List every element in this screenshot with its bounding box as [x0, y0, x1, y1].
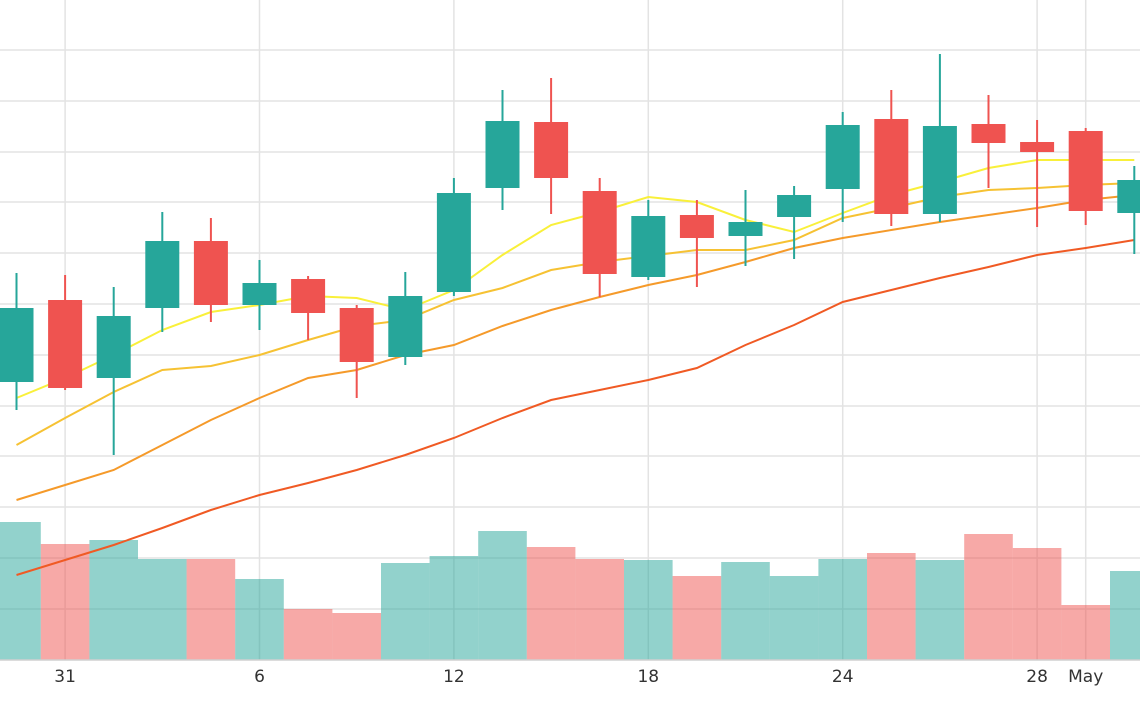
candle-body [631, 216, 666, 277]
candle-body [0, 308, 34, 382]
candle-body [777, 195, 812, 217]
x-tick-label: 12 [443, 667, 465, 687]
volume-bar [283, 609, 333, 660]
candle-body [922, 126, 957, 214]
candle-body [436, 193, 471, 292]
candle-body [1020, 142, 1055, 152]
volume-bar [575, 559, 624, 660]
volume-bar [964, 534, 1013, 660]
candle-body [582, 191, 617, 274]
volume-bar [478, 531, 527, 660]
volume-bar [624, 560, 673, 660]
candle-body [339, 308, 374, 362]
volume-bar [381, 563, 430, 660]
volume-bar [138, 559, 187, 660]
candle-body [679, 215, 714, 238]
candle-body [145, 241, 180, 308]
candle-body [193, 241, 228, 305]
ma-line [16, 159, 1135, 399]
volume-bar [769, 576, 819, 660]
volume-bar [429, 556, 479, 660]
x-tick-label: 31 [54, 667, 76, 687]
candle-body [1117, 180, 1140, 213]
candle-body [728, 222, 763, 236]
candle-body [485, 121, 520, 188]
x-tick-label: 28 [1026, 667, 1048, 687]
candle-body [388, 296, 423, 357]
volume-bar [867, 553, 916, 660]
ma-line [16, 239, 1135, 576]
volume-bar [1061, 605, 1110, 660]
x-tick-label: 18 [637, 667, 659, 687]
candle-body [534, 122, 569, 178]
candle-body [874, 119, 909, 214]
candle-body [291, 279, 326, 313]
volume-bar [1110, 571, 1140, 660]
candle-body [96, 316, 131, 378]
volume-bar [40, 544, 90, 660]
volume-bar [89, 540, 138, 660]
candle-body [242, 283, 277, 305]
x-tick-label: 6 [254, 667, 265, 687]
x-tick-label: May [1068, 667, 1103, 687]
ma-line [16, 194, 1135, 501]
x-tick-label: 24 [832, 667, 854, 687]
volume-bar [332, 613, 381, 660]
volume-bar [1012, 548, 1062, 660]
volume-bar [721, 562, 770, 660]
candle-body [971, 124, 1006, 143]
volume-bar [235, 579, 284, 660]
candle-body [1068, 131, 1103, 211]
candle-body [48, 300, 83, 388]
volume-bar [186, 559, 236, 660]
volume-bar [0, 522, 41, 660]
volume-bar [915, 560, 965, 660]
candle-body [825, 125, 860, 189]
volume-bar [526, 547, 576, 660]
volume-bar [672, 576, 722, 660]
volume-bar [818, 559, 867, 660]
